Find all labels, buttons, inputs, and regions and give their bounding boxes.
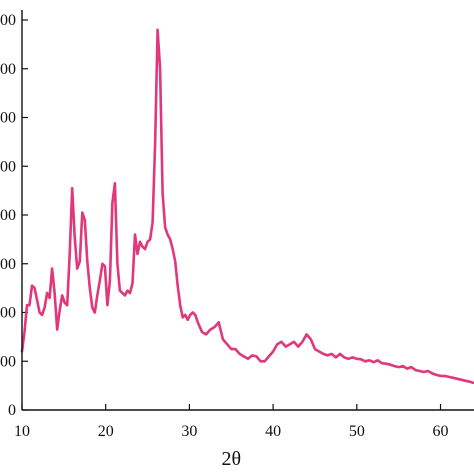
- y-tick-label: 00: [0, 12, 16, 29]
- y-tick-label: 00: [0, 110, 16, 127]
- y-tick-label: 0: [8, 402, 16, 419]
- x-axis-ticks: 10 20 30 40 50 60: [14, 404, 449, 440]
- x-tick-label: 30: [181, 423, 197, 440]
- y-tick-label: 00: [0, 305, 16, 322]
- x-tick-label: 10: [14, 423, 30, 440]
- x-tick-label: 50: [349, 423, 365, 440]
- y-tick-label: 00: [0, 158, 16, 175]
- y-tick-label: 00: [0, 256, 16, 273]
- x-tick-label: 40: [265, 423, 281, 440]
- x-tick-label: 60: [433, 423, 449, 440]
- x-tick-label: 20: [98, 423, 114, 440]
- y-tick-label: 00: [0, 353, 16, 370]
- y-tick-label: 00: [0, 207, 16, 224]
- y-tick-label: 00: [0, 61, 16, 78]
- x-axis-title: 2θ: [221, 448, 241, 470]
- diffraction-pattern-line: [20, 28, 474, 384]
